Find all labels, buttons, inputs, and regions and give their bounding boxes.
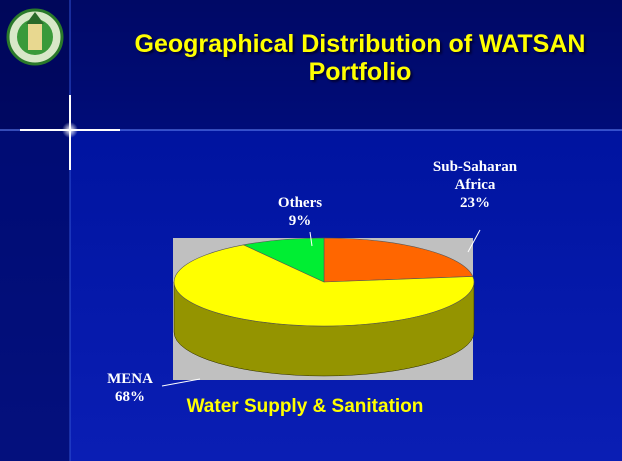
leader-line	[161, 378, 201, 387]
glare	[62, 122, 78, 138]
chart-subtitle: Water Supply & Sanitation	[186, 396, 424, 417]
leader-line	[467, 229, 481, 253]
slice-label: MENA 68%	[100, 370, 160, 406]
value-label: 23%	[460, 195, 490, 211]
slice-label: Sub-Saharan Africa 23%	[420, 158, 530, 212]
category-label: Others	[277, 195, 323, 211]
logo	[6, 8, 64, 66]
value-label: 68%	[115, 389, 145, 405]
pie	[173, 237, 475, 377]
chart-title: Geographical Distribution of WATSAN Port…	[134, 30, 586, 86]
left-strip	[0, 0, 70, 461]
title-band	[0, 0, 622, 130]
category-label: Sub-Saharan Africa	[432, 159, 518, 193]
slice	[323, 237, 474, 283]
slice	[173, 244, 475, 327]
category-label: MENA	[107, 371, 153, 387]
slice-label: Others 9%	[260, 194, 340, 230]
value-label: 9%	[288, 213, 312, 229]
leader-line	[309, 231, 313, 247]
slice-side-shade	[174, 282, 474, 376]
slice	[242, 237, 325, 283]
